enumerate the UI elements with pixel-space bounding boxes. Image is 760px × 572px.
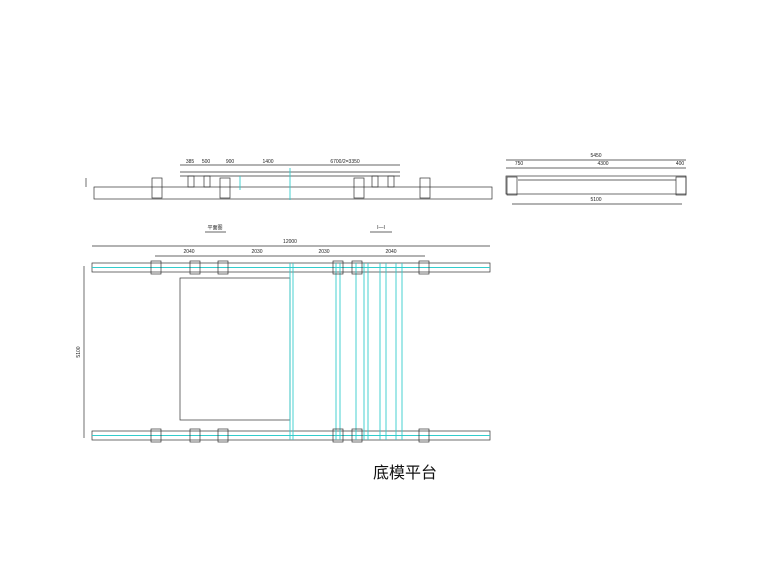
dim-text: 1400: [262, 159, 273, 165]
dim-text: 6700/2=3350: [330, 159, 360, 165]
dim-text: 5450: [590, 153, 601, 159]
dim-text: 4300: [597, 161, 608, 167]
side-view: 5450 750 4300 400 5100: [505, 153, 687, 205]
dim-text: 385: [186, 159, 195, 165]
dim-text: 2040: [385, 249, 396, 255]
dim-text: 500: [202, 159, 211, 165]
dim-text: 2030: [251, 249, 262, 255]
plan: 12000 2040 2030 2030 2040 5100: [76, 239, 491, 443]
dim-text: 750: [515, 161, 524, 167]
dim-text: 5100: [590, 197, 601, 203]
dim-text: 900: [226, 159, 235, 165]
section-label: 平面图: [207, 225, 222, 231]
dim-text: 2040: [183, 249, 194, 255]
dim-text: 2030: [318, 249, 329, 255]
dim-text: 400: [676, 161, 685, 167]
dim-text: 12000: [283, 239, 297, 245]
dim-text: 5100: [76, 346, 82, 357]
elevation: 385 500 900 1400 6700/2=3350: [85, 159, 493, 200]
section-label: I—I: [377, 225, 385, 231]
title: 底模平台: [373, 464, 437, 482]
